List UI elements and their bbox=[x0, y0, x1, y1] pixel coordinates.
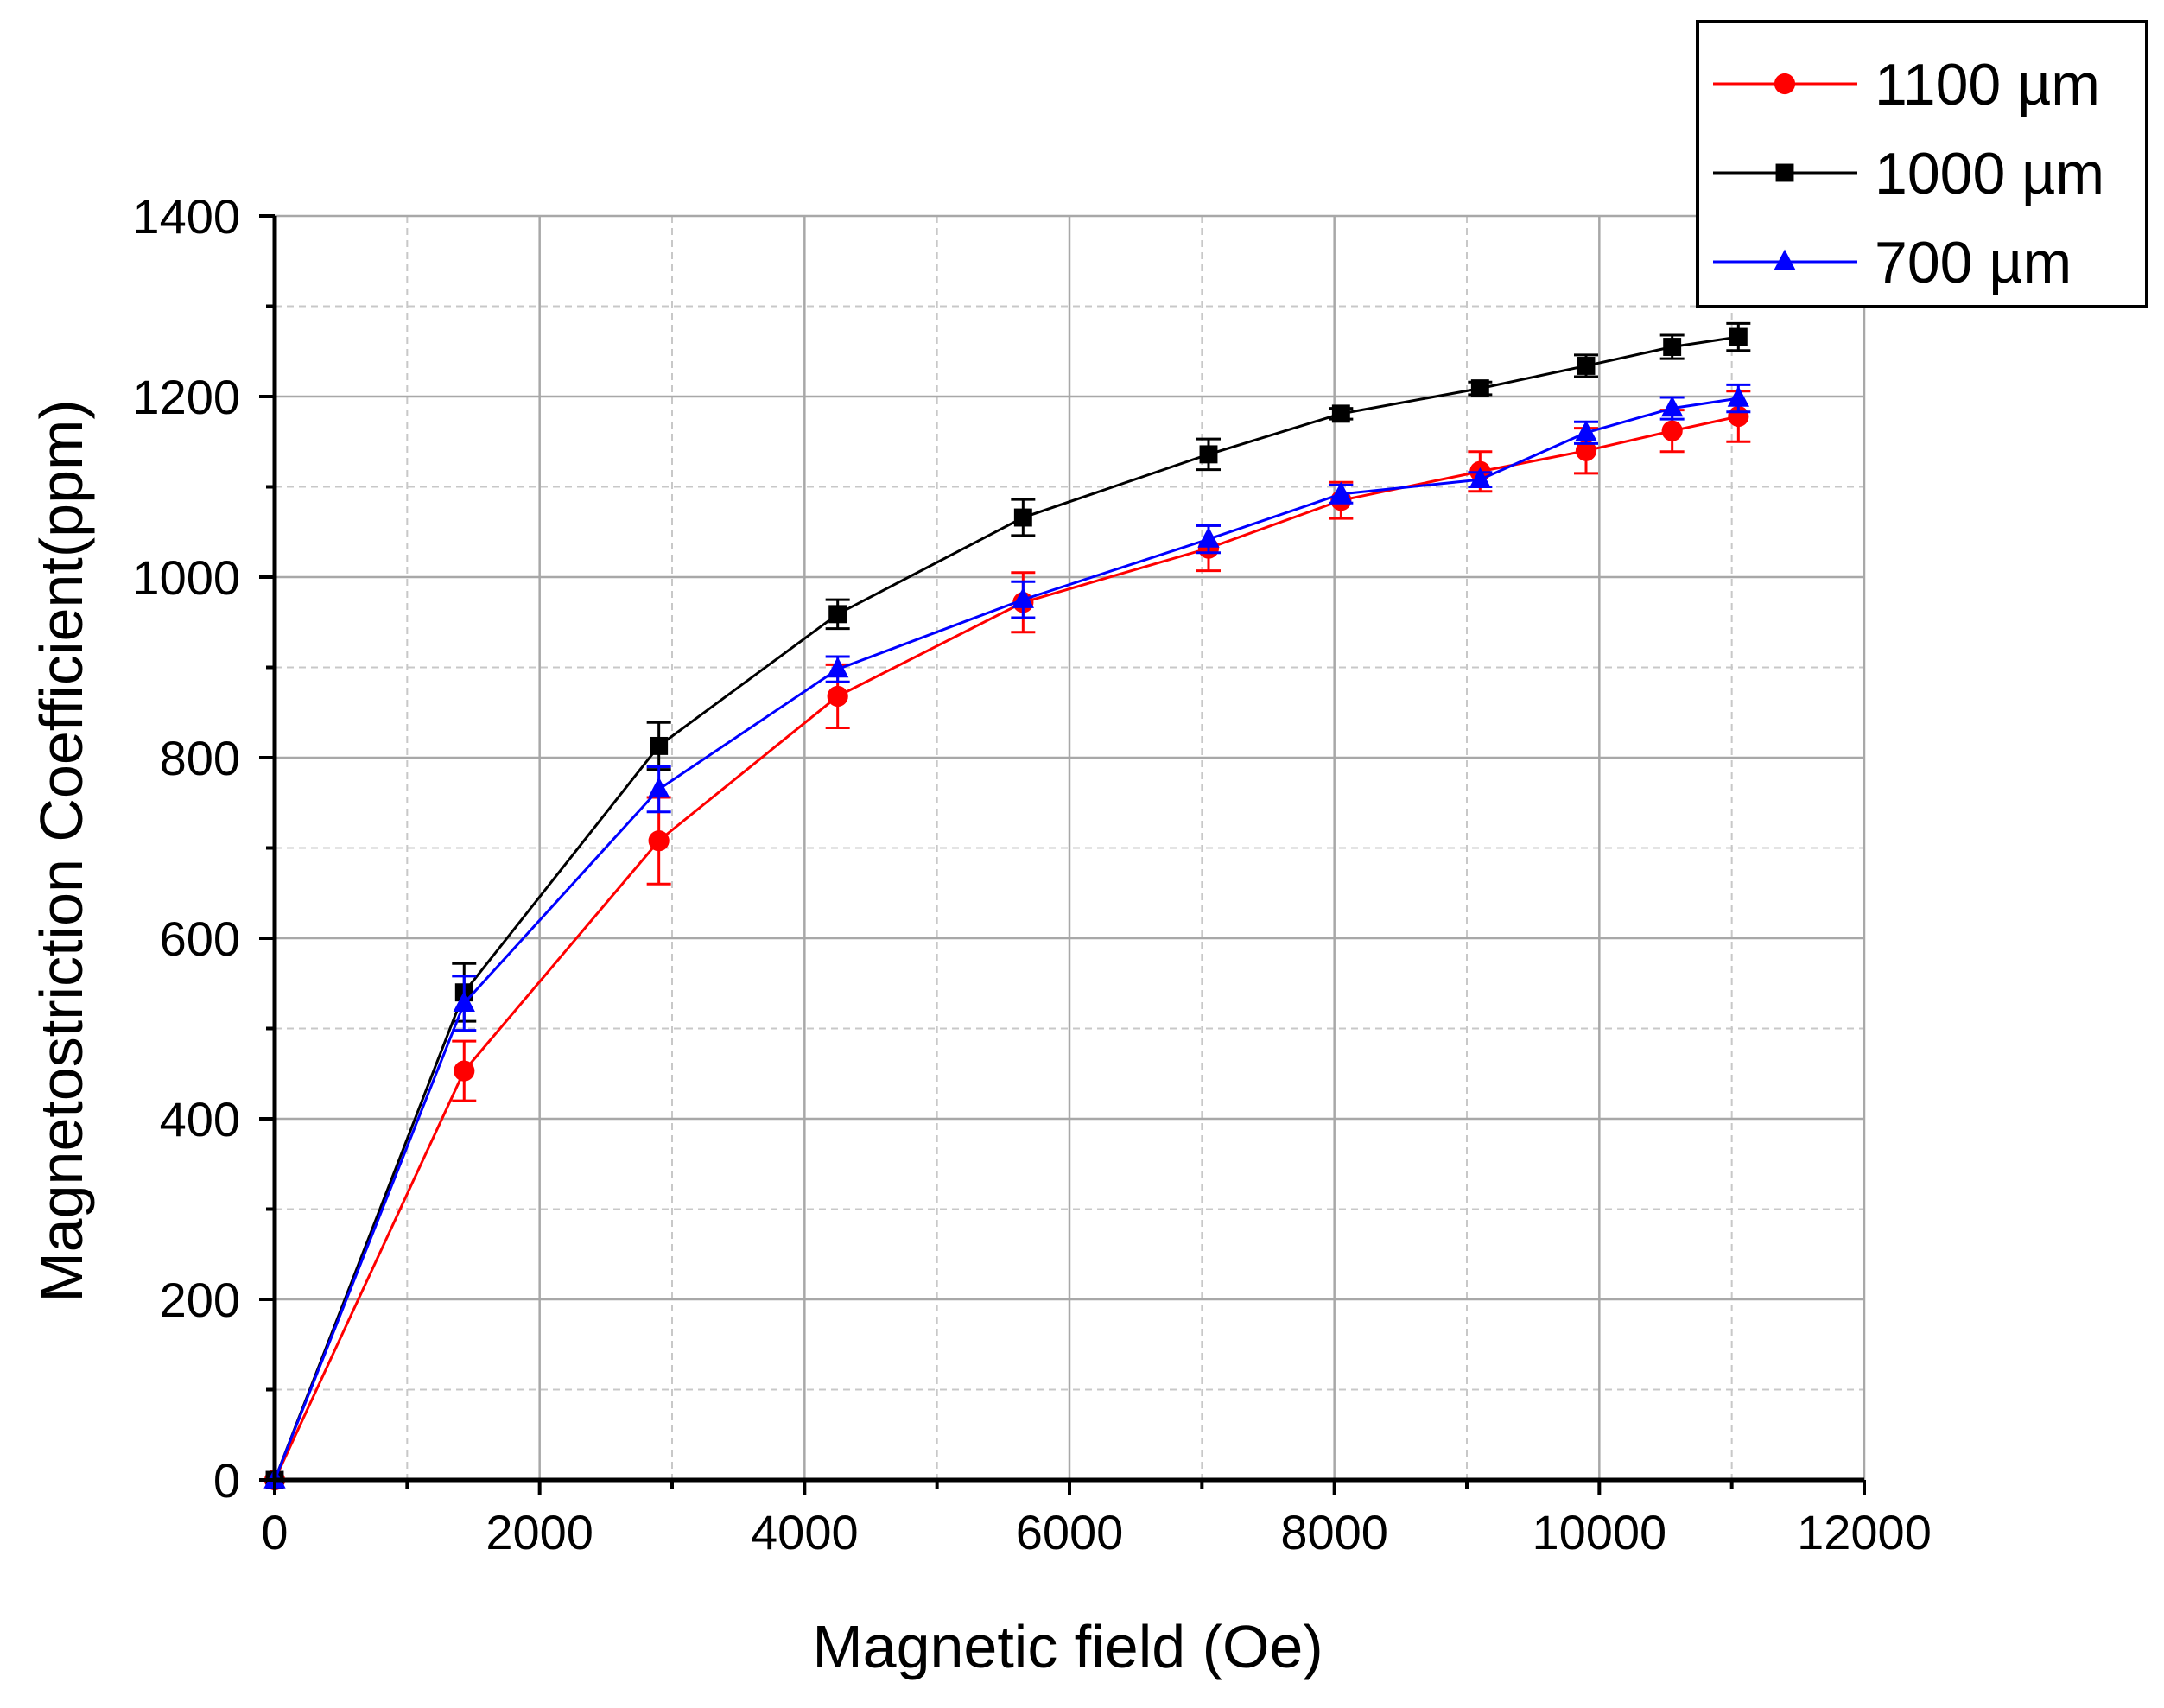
data-point-marker bbox=[1727, 385, 1749, 407]
x-axis-title: Magnetic field (Oe) bbox=[812, 1613, 1323, 1680]
legend-box bbox=[1696, 20, 2148, 308]
legend-label: 1100 µm bbox=[1875, 52, 2100, 117]
y-tick-label: 800 bbox=[160, 731, 240, 785]
x-tick-label: 0 bbox=[261, 1505, 288, 1559]
y-tick-label: 1400 bbox=[132, 189, 240, 244]
data-point-marker bbox=[1661, 396, 1684, 417]
legend: 1100 µm 1000 µm 700 µm bbox=[1696, 20, 2148, 308]
data-point-marker bbox=[453, 990, 475, 1012]
data-point-marker bbox=[1469, 467, 1491, 488]
series-line bbox=[273, 335, 1739, 1481]
y-tick-label: 1000 bbox=[132, 550, 240, 605]
x-tick-label: 8000 bbox=[1280, 1505, 1388, 1559]
data-point-marker bbox=[1774, 73, 1796, 95]
y-tick-label: 1200 bbox=[132, 370, 240, 424]
data-point-marker bbox=[648, 830, 670, 852]
y-tick-label: 400 bbox=[160, 1092, 240, 1146]
series-triangle bbox=[263, 383, 1751, 1489]
tick-labels: 0 2000 4000 6000 8000 10000 12000 0 200 400 600 800… bbox=[132, 189, 1931, 1559]
data-point-marker bbox=[1331, 404, 1350, 423]
data-point-marker bbox=[1012, 587, 1034, 608]
y-axis-title: Magnetostriction Coefficient(ppm) bbox=[28, 399, 95, 1302]
x-tick-label: 2000 bbox=[485, 1505, 593, 1559]
legend-label: 1000 µm bbox=[1875, 141, 2104, 206]
series-square bbox=[265, 321, 1751, 1489]
data-point-marker bbox=[1013, 508, 1032, 527]
x-tick-label: 4000 bbox=[751, 1505, 859, 1559]
data-series bbox=[263, 321, 1751, 1491]
data-point-marker bbox=[1575, 420, 1597, 441]
data-point-marker bbox=[1775, 163, 1794, 182]
x-tick-label: 12000 bbox=[1797, 1505, 1932, 1559]
data-point-marker bbox=[650, 736, 669, 755]
y-tick-label: 0 bbox=[213, 1453, 240, 1508]
data-point-marker bbox=[1661, 420, 1683, 441]
x-tick-label: 10000 bbox=[1532, 1505, 1666, 1559]
data-point-marker bbox=[1199, 445, 1218, 464]
data-point-marker bbox=[454, 1060, 475, 1082]
data-point-marker bbox=[1470, 379, 1489, 398]
legend-label: 700 µm bbox=[1875, 230, 2072, 295]
data-point-marker bbox=[1729, 327, 1748, 346]
x-tick-label: 6000 bbox=[1016, 1505, 1124, 1559]
data-point-marker bbox=[1329, 481, 1352, 503]
series-line bbox=[273, 415, 1739, 1481]
data-point-marker bbox=[1663, 338, 1682, 356]
data-point-marker bbox=[1577, 357, 1596, 375]
series-circle bbox=[263, 390, 1751, 1491]
data-point-marker bbox=[648, 777, 670, 798]
data-point-marker bbox=[1774, 249, 1796, 270]
data-point-marker bbox=[1197, 526, 1220, 548]
axes bbox=[259, 214, 1866, 1495]
data-point-marker bbox=[827, 657, 849, 678]
data-point-marker bbox=[1575, 440, 1597, 461]
data-point-marker bbox=[828, 605, 847, 624]
grid-lines bbox=[275, 214, 1866, 1480]
y-tick-label: 600 bbox=[160, 911, 240, 966]
y-tick-label: 200 bbox=[160, 1273, 240, 1327]
data-point-marker bbox=[827, 685, 848, 708]
